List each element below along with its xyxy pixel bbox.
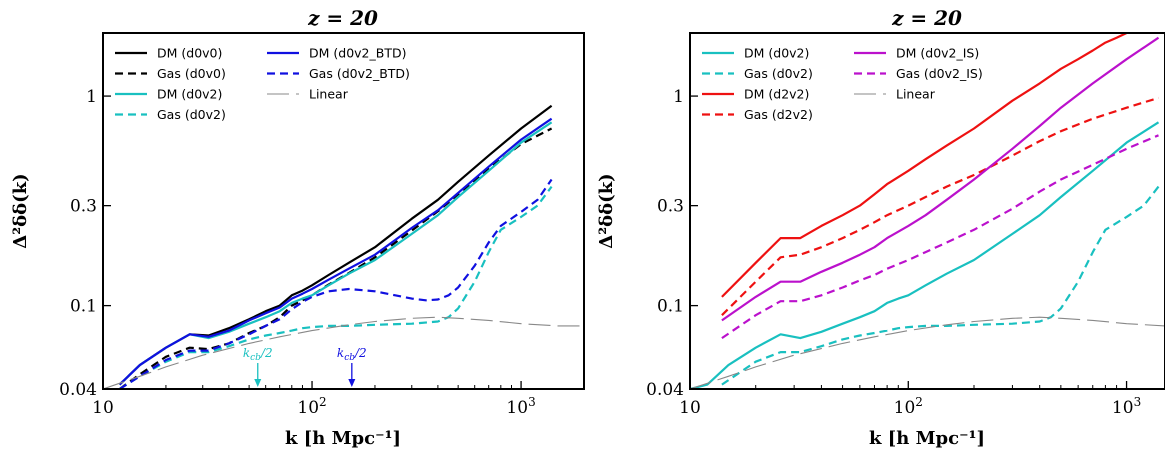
left-series-line-6 [103,316,584,389]
right-x-tick-label-2: 103 [1112,395,1141,418]
left-ticks: 10 102 103 0.04 0.1 0.3 1 [59,87,536,418]
right-panel-title: z = 20 [891,6,962,30]
left-x-tick-label-2: 103 [506,395,535,418]
left-panel-title: z = 20 [307,6,378,30]
left-annotation-arrow-head-1 [348,379,356,387]
right-legend-label-3: Gas (d2v2) [744,107,813,122]
right-x-tick-label-1: 102 [894,395,923,418]
right-series-line-4 [721,36,1160,322]
left-legend: DM (d0v0) Gas (d0v0) DM (d0v2) Gas (d0v2) DM… [115,46,410,122]
left-series-group [103,104,584,389]
right-series-line-0 [690,121,1160,389]
right-legend-label-2: DM (d2v2) [744,87,809,102]
left-y-tick-label-3: 1 [86,87,97,107]
right-plot-frame [689,32,1165,390]
left-panel: z = 20 10 102 103 0.04 0.1 0.3 1 kcb/2 kcb/2 DM… [10,6,585,449]
left-legend-label-4: DM (d0v2_BTD) [309,46,406,61]
left-annotation-label-1: kcb/2 [337,346,367,363]
left-y-tick-label-0: 0.04 [59,380,97,400]
right-legend-label-1: Gas (d0v2) [744,66,813,81]
left-series-line-4 [118,117,553,386]
left-legend-label-6: Linear [309,87,349,102]
left-legend-label-5: Gas (d0v2_BTD) [309,66,410,81]
left-plot-frame [102,32,585,390]
left-y-tick-label-1: 0.1 [70,297,97,317]
left-legend-label-3: Gas (d0v2) [157,107,226,122]
right-legend-label-0: DM (d0v2) [744,46,809,61]
left-legend-label-1: Gas (d0v0) [157,66,226,81]
left-series-line-3 [119,185,553,389]
right-panel: z = 20 10 102 103 0.04 0.1 0.3 1 DM (d0v2) Gas … [596,6,1165,449]
right-y-tick-label-0: 0.04 [646,380,684,400]
right-y-tick-label-3: 1 [673,87,684,107]
right-series-line-5 [721,134,1159,340]
right-legend: DM (d0v2) Gas (d0v2) DM (d2v2) Gas (d2v2) DM… [702,46,983,122]
left-annotation-label-0: kcb/2 [243,346,273,363]
left-annotation-arrow-head-0 [254,379,262,387]
right-x-axis-label: k [h Mpc⁻¹] [869,428,985,449]
right-series-group [690,33,1165,389]
right-series-line-6 [690,316,1165,389]
right-series-line-1 [721,185,1160,386]
right-legend-label-6: Linear [896,87,936,102]
left-legend-label-2: DM (d0v2) [157,87,222,102]
left-annotations: kcb/2 kcb/2 [243,346,367,387]
left-x-axis-label: k [h Mpc⁻¹] [285,428,401,449]
left-series-line-2 [118,121,553,386]
right-x-tick-label-0: 10 [679,398,701,418]
right-y-tick-label-2: 0.3 [657,197,684,217]
left-legend-label-0: DM (d0v0) [157,46,222,61]
right-y-axis-label: Δ²δδ(k) [596,173,617,248]
right-series-line-2 [721,33,1128,298]
left-x-tick-label-0: 10 [92,398,114,418]
right-legend-label-5: Gas (d0v2_IS) [896,66,983,81]
right-legend-label-4: DM (d0v2_IS) [896,46,979,61]
right-series-line-3 [721,96,1159,316]
left-y-axis-label: Δ²δδ(k) [10,173,31,248]
right-ticks: 10 102 103 0.04 0.1 0.3 1 [646,87,1141,418]
left-x-tick-label-1: 102 [297,395,326,418]
left-y-tick-label-2: 0.3 [70,197,97,217]
right-y-tick-label-1: 0.1 [657,297,684,317]
left-series-line-5 [119,178,553,389]
